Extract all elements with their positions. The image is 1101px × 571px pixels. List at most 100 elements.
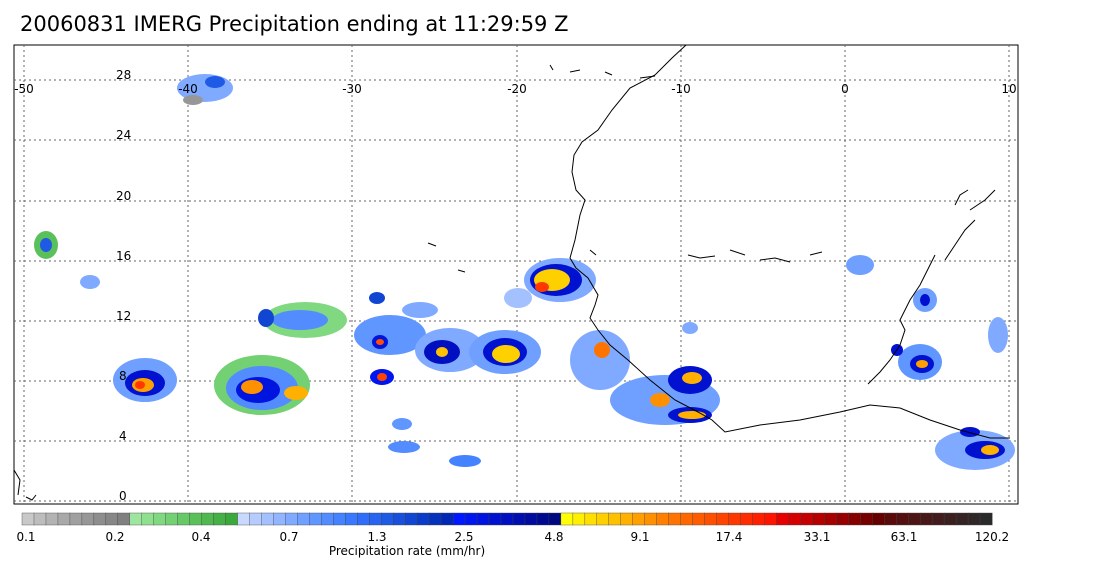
colorbar-swatch	[369, 512, 382, 526]
colorbar-swatch	[405, 512, 418, 526]
rain-cell	[354, 315, 426, 355]
colorbar-swatch	[704, 512, 718, 526]
colorbar-tick-label: 63.1	[891, 530, 918, 544]
colorbar-swatch	[907, 512, 921, 526]
colorbar-swatch	[524, 512, 538, 526]
colorbar-swatch	[488, 512, 502, 526]
map-title: 20060831 IMERG Precipitation ending at 1…	[20, 12, 569, 36]
colorbar-swatch	[297, 512, 310, 526]
rain-cell	[388, 441, 420, 453]
colorbar-swatch	[979, 512, 993, 526]
colorbar-swatch	[931, 512, 945, 526]
longitude-labels: -50 -40 -30 -20 -10 0 10	[14, 82, 1016, 96]
precipitation-field	[34, 74, 1015, 470]
colorbar-swatch	[884, 512, 897, 526]
colorbar-swatch	[848, 512, 861, 526]
colorbar-swatch	[201, 512, 215, 526]
rain-cell	[40, 238, 52, 252]
rain-cell	[504, 288, 532, 308]
colorbar-swatch	[824, 512, 837, 526]
colorbar-swatch	[129, 512, 143, 526]
colorbar-swatch	[872, 512, 885, 526]
colorbar-tick-label: 4.8	[544, 530, 563, 544]
colorbar-swatch	[237, 512, 251, 526]
colorbar-swatch	[309, 512, 322, 526]
colorbar-swatch	[452, 512, 466, 526]
colorbar-swatch	[117, 512, 131, 526]
colorbar-swatch	[584, 512, 598, 526]
colorbar-swatch	[69, 512, 83, 526]
colorbar-swatch	[596, 512, 610, 526]
lon-label: -10	[671, 82, 691, 96]
colorbar-swatch	[189, 512, 203, 526]
rain-cell	[80, 275, 100, 289]
colorbar-swatches	[21, 512, 993, 526]
colorbar-swatch	[464, 512, 478, 526]
colorbar-swatch	[800, 512, 813, 526]
colorbar-swatch	[105, 512, 119, 526]
colorbar-swatch	[273, 512, 286, 526]
lon-label: -50	[14, 82, 34, 96]
colorbar-tick-label: 1.3	[367, 530, 386, 544]
colorbar-swatch	[632, 512, 646, 526]
colorbar-swatch	[560, 512, 574, 526]
colorbar-swatch	[321, 512, 334, 526]
colorbar-swatch	[476, 512, 490, 526]
colorbar-swatch	[692, 512, 706, 526]
colorbar-swatch	[728, 512, 742, 526]
colorbar-swatch	[788, 512, 801, 526]
colorbar-swatch	[860, 512, 873, 526]
colorbar-swatch	[955, 512, 969, 526]
rain-cell	[377, 373, 387, 381]
colorbar-swatch	[896, 512, 909, 526]
lat-label: 8	[119, 369, 127, 383]
rain-cell	[492, 345, 520, 363]
colorbar-tick-labels: 0.1 0.2 0.4 0.7 1.3 2.5 4.8 9.1 17.4 33.…	[16, 530, 1009, 544]
lon-label: -20	[507, 82, 527, 96]
lat-label: 20	[116, 189, 131, 203]
colorbar-swatch	[93, 512, 107, 526]
colorbar-swatch	[608, 512, 622, 526]
colorbar-label: Precipitation rate (mm/hr)	[329, 544, 485, 558]
colorbar-swatch	[285, 512, 298, 526]
rain-cell	[920, 294, 930, 306]
rain-cell	[988, 317, 1008, 353]
colorbar-swatch	[177, 512, 191, 526]
colorbar-swatch	[440, 512, 454, 526]
lat-label: 4	[119, 429, 127, 443]
colorbar-tick-label: 0.7	[279, 530, 298, 544]
lat-label: 0	[119, 489, 127, 503]
colorbar-swatch	[165, 512, 179, 526]
lon-label: -40	[178, 82, 198, 96]
lat-label: 12	[116, 309, 131, 323]
colorbar-swatch	[943, 512, 957, 526]
rain-cell	[846, 255, 874, 275]
rain-cell	[682, 322, 698, 334]
rain-cell	[402, 302, 438, 318]
rain-cell	[650, 393, 670, 407]
lon-label: 10	[1001, 82, 1016, 96]
colorbar-swatch	[141, 512, 155, 526]
colorbar-swatch	[357, 512, 370, 526]
lat-label: 16	[116, 249, 131, 263]
colorbar-tick-label: 2.5	[454, 530, 473, 544]
colorbar-swatch	[572, 512, 586, 526]
colorbar-tick-label: 0.2	[105, 530, 124, 544]
rain-cell	[369, 292, 385, 304]
colorbar-tick-label: 17.4	[716, 530, 743, 544]
colorbar-swatch	[57, 512, 71, 526]
colorbar-swatch	[644, 512, 658, 526]
colorbar-tick-label: 120.2	[975, 530, 1009, 544]
colorbar-swatch	[716, 512, 730, 526]
colorbar-swatch	[261, 512, 274, 526]
rain-cell	[258, 309, 274, 327]
colorbar-swatch	[381, 512, 394, 526]
colorbar-swatch	[225, 512, 239, 526]
rain-cell	[535, 282, 549, 292]
rain-cell	[376, 339, 384, 345]
colorbar-swatch	[656, 512, 670, 526]
rain-cell	[436, 347, 448, 357]
rain-cell	[449, 455, 481, 467]
